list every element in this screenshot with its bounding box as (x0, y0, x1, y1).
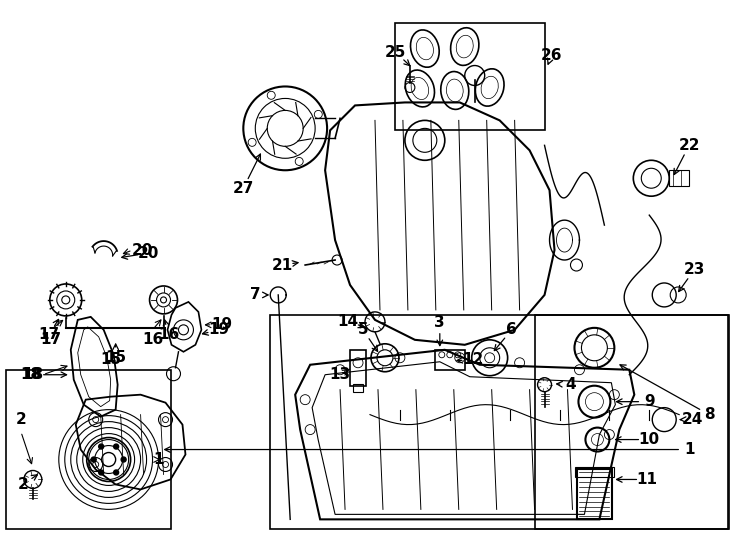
Text: 1: 1 (153, 452, 164, 467)
Bar (669, 170, 689, 186)
Text: 26: 26 (541, 48, 562, 63)
Circle shape (114, 470, 119, 475)
Text: 1: 1 (684, 442, 694, 457)
Text: 20: 20 (138, 246, 159, 260)
Text: 21: 21 (272, 258, 293, 273)
Text: 15: 15 (105, 350, 126, 365)
Bar (534, 315, 728, 529)
Text: 9: 9 (644, 394, 655, 409)
Bar (395, 23, 545, 130)
Text: 16: 16 (158, 327, 179, 342)
Text: 23: 23 (683, 262, 705, 278)
Text: 2: 2 (15, 412, 26, 427)
Circle shape (121, 457, 126, 462)
Text: 7: 7 (250, 287, 261, 302)
Bar (435, 350, 465, 370)
Text: 17: 17 (38, 327, 59, 342)
Text: 19: 19 (212, 318, 233, 332)
Text: 18: 18 (21, 367, 41, 382)
Text: 12: 12 (462, 352, 484, 367)
Text: 3: 3 (435, 315, 445, 330)
Text: 22: 22 (678, 138, 700, 153)
Text: 17: 17 (40, 332, 62, 347)
Bar (270, 315, 729, 529)
Text: 6: 6 (506, 322, 517, 338)
Text: 13: 13 (330, 367, 351, 382)
Circle shape (98, 444, 103, 449)
Bar (575, 468, 614, 477)
Circle shape (91, 457, 96, 462)
Text: 11: 11 (637, 472, 658, 487)
Text: 27: 27 (233, 181, 254, 195)
Circle shape (114, 444, 119, 449)
Text: 15: 15 (100, 352, 121, 367)
Text: 24: 24 (681, 412, 703, 427)
Text: 2: 2 (18, 477, 29, 492)
Text: 16: 16 (142, 332, 163, 347)
Text: 18: 18 (22, 367, 43, 382)
Bar (353, 384, 363, 392)
Text: 25: 25 (385, 45, 407, 60)
Bar (350, 350, 366, 386)
Text: 5: 5 (357, 322, 368, 338)
Circle shape (98, 470, 103, 475)
Bar (6, 370, 170, 529)
Text: 10: 10 (639, 432, 660, 447)
Bar (578, 469, 612, 519)
Text: 20: 20 (132, 242, 153, 258)
Text: 8: 8 (704, 407, 714, 422)
Text: 4: 4 (565, 377, 575, 392)
Text: 14: 14 (338, 314, 359, 329)
Text: 19: 19 (208, 322, 229, 338)
